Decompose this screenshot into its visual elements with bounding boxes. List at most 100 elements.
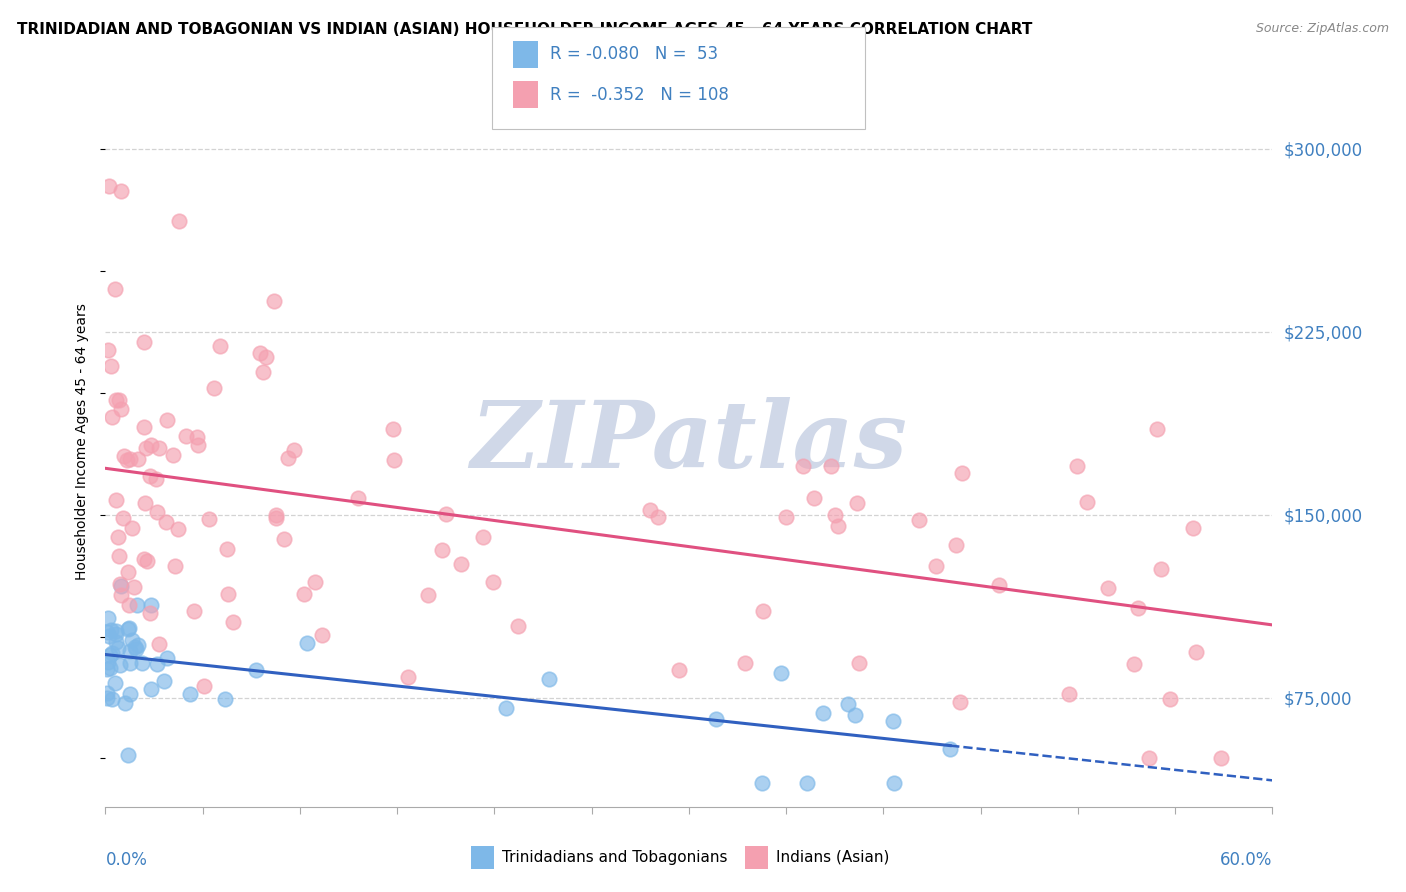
Point <box>416 589 439 603</box>
Point <box>136 554 159 568</box>
Point <box>179 687 201 701</box>
Point <box>273 533 295 547</box>
Point <box>292 587 315 601</box>
Point <box>472 530 495 544</box>
Point <box>96 655 118 669</box>
Point <box>537 673 560 687</box>
Point <box>96 625 118 640</box>
Point <box>96 690 118 705</box>
Point <box>1185 645 1208 659</box>
Point <box>245 663 267 677</box>
Point <box>156 650 179 665</box>
Text: 0.0%: 0.0% <box>105 851 148 869</box>
Point <box>222 615 245 629</box>
Text: TRINIDADIAN AND TOBAGONIAN VS INDIAN (ASIAN) HOUSEHOLDER INCOME AGES 45 - 64 YEA: TRINIDADIAN AND TOBAGONIAN VS INDIAN (AS… <box>17 22 1032 37</box>
Point <box>110 184 132 198</box>
Point <box>104 626 127 640</box>
Point <box>105 393 128 408</box>
Point <box>883 776 905 790</box>
Point <box>104 493 127 508</box>
Point <box>139 598 162 612</box>
Point <box>1059 687 1081 701</box>
Point <box>98 661 121 675</box>
Point <box>217 587 239 601</box>
Text: R = -0.080   N =  53: R = -0.080 N = 53 <box>550 45 718 63</box>
Text: Source: ZipAtlas.com: Source: ZipAtlas.com <box>1256 22 1389 36</box>
Point <box>101 410 124 425</box>
Point <box>186 430 208 444</box>
Point <box>949 695 972 709</box>
Point <box>1123 657 1146 671</box>
Point <box>824 508 846 522</box>
Point <box>796 776 818 790</box>
Point <box>202 381 225 395</box>
Point <box>112 449 135 463</box>
Point <box>118 656 141 670</box>
Point <box>117 565 139 579</box>
Point <box>117 747 139 762</box>
Point <box>146 505 169 519</box>
Point <box>827 519 849 533</box>
Point <box>117 453 139 467</box>
Text: ZIPatlas: ZIPatlas <box>471 397 907 486</box>
Text: 60.0%: 60.0% <box>1220 851 1272 869</box>
Point <box>1159 692 1181 706</box>
Point <box>146 657 169 671</box>
Point <box>100 692 122 706</box>
Point <box>1126 601 1149 615</box>
Point <box>215 542 238 557</box>
Point <box>208 338 231 352</box>
Point <box>176 428 198 442</box>
Point <box>450 557 472 571</box>
Point <box>169 214 191 228</box>
Point <box>811 706 834 720</box>
Text: Indians (Asian): Indians (Asian) <box>776 850 890 864</box>
Point <box>988 578 1011 592</box>
Point <box>114 697 136 711</box>
Point <box>104 624 127 639</box>
Point <box>131 656 153 670</box>
Point <box>138 469 160 483</box>
Point <box>214 692 236 706</box>
Point <box>775 510 797 524</box>
Point <box>122 580 145 594</box>
Point <box>266 510 288 524</box>
Point <box>132 552 155 566</box>
Point <box>108 392 131 407</box>
Point <box>135 441 157 455</box>
Point <box>347 491 370 505</box>
Point <box>110 579 132 593</box>
Point <box>882 714 904 728</box>
Point <box>162 448 184 462</box>
Point <box>382 421 405 435</box>
Point <box>506 619 529 633</box>
Point <box>104 635 127 649</box>
Point <box>1209 751 1232 765</box>
Point <box>848 657 870 671</box>
Point <box>845 496 868 510</box>
Point <box>264 508 287 522</box>
Point <box>908 513 931 527</box>
Point <box>277 450 299 465</box>
Point <box>100 359 122 373</box>
Point <box>254 350 277 364</box>
Text: R =  -0.352   N = 108: R = -0.352 N = 108 <box>550 86 728 103</box>
Point <box>139 681 162 696</box>
Point <box>104 676 127 690</box>
Point <box>283 442 305 457</box>
Point <box>118 687 141 701</box>
Point <box>139 606 162 620</box>
Point <box>104 282 127 296</box>
Point <box>1076 494 1098 508</box>
Point <box>120 644 142 658</box>
Point <box>97 343 120 357</box>
Point <box>132 419 155 434</box>
Point <box>156 412 179 426</box>
Point <box>1137 751 1160 765</box>
Point <box>704 712 727 726</box>
Y-axis label: Householder Income Ages 45 - 64 years: Householder Income Ages 45 - 64 years <box>76 303 90 580</box>
Point <box>97 178 120 193</box>
Point <box>945 538 967 552</box>
Point <box>792 458 814 473</box>
Point <box>638 503 661 517</box>
